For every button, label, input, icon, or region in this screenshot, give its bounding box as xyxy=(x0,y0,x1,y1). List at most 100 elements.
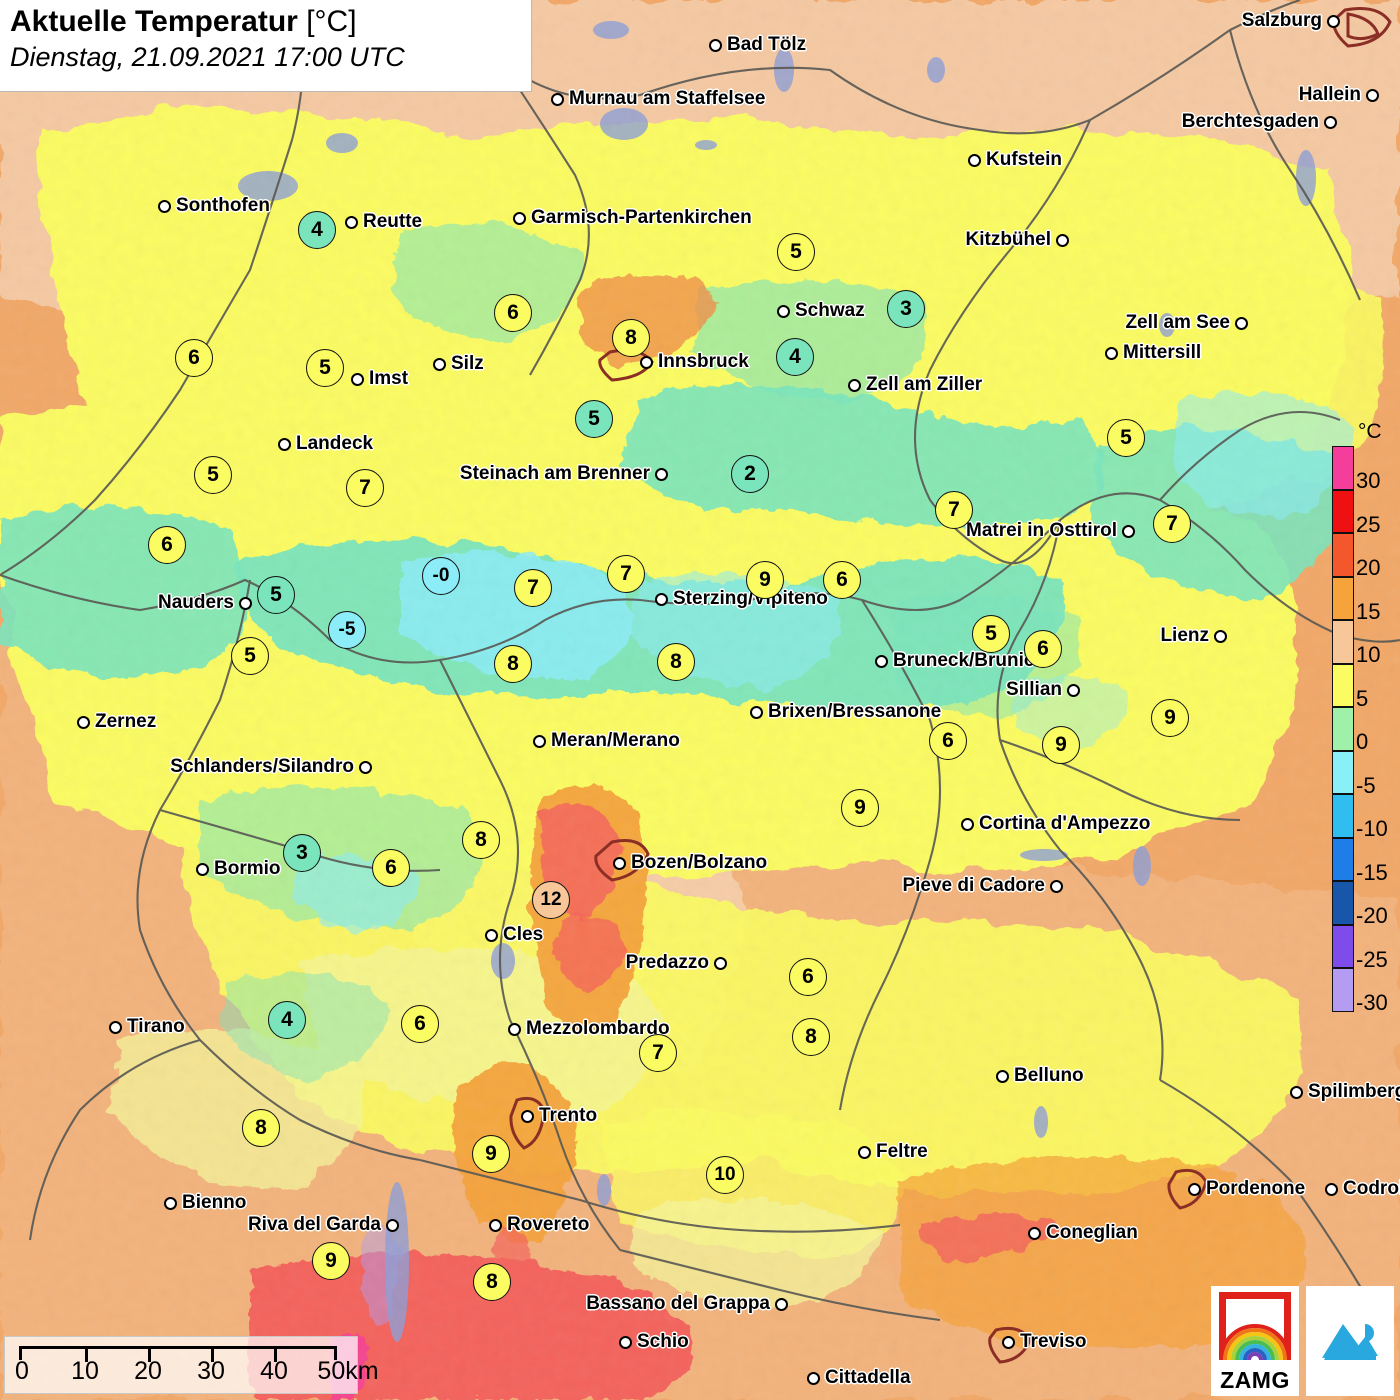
temperature-marker[interactable]: 4 xyxy=(298,211,336,249)
station-dot-icon xyxy=(807,1371,820,1385)
temperature-marker[interactable]: 6 xyxy=(1024,630,1062,668)
zamg-frame xyxy=(1219,1292,1291,1358)
temperature-marker[interactable]: 7 xyxy=(346,469,384,507)
temperature-marker[interactable]: 9 xyxy=(472,1135,510,1173)
temperature-marker[interactable]: 6 xyxy=(789,958,827,996)
temperature-marker[interactable]: 7 xyxy=(607,555,645,593)
temperature-marker[interactable]: 5 xyxy=(777,233,815,271)
temperature-marker[interactable]: 9 xyxy=(746,561,784,599)
rainbow-arc xyxy=(1247,1352,1263,1361)
temperature-marker[interactable]: 4 xyxy=(776,338,814,376)
temperature-marker[interactable]: 6 xyxy=(148,526,186,564)
city-label: Feltre xyxy=(858,1141,928,1163)
city-label: Bienno xyxy=(164,1192,246,1214)
city-name: Zernez xyxy=(95,711,157,732)
city-label: Mittersill xyxy=(1105,342,1201,364)
temperature-marker[interactable]: 7 xyxy=(1153,505,1191,543)
station-dot-icon xyxy=(351,372,364,386)
station-dot-icon xyxy=(1002,1335,1015,1349)
station-dot-icon xyxy=(239,596,252,610)
temperature-marker[interactable]: 8 xyxy=(462,821,500,859)
temperature-marker[interactable]: 8 xyxy=(242,1109,280,1147)
temperature-marker[interactable]: 9 xyxy=(841,789,879,827)
temperature-marker[interactable]: 6 xyxy=(175,339,213,377)
station-dot-icon xyxy=(750,705,763,719)
station-dot-icon xyxy=(775,1297,788,1311)
temperature-marker[interactable]: 8 xyxy=(612,319,650,357)
temperature-marker[interactable]: 6 xyxy=(401,1005,439,1043)
temperature-marker[interactable]: -5 xyxy=(328,611,366,649)
legend-value: 30 xyxy=(1356,468,1381,493)
temperature-marker[interactable]: 5 xyxy=(306,349,344,387)
temperature-marker[interactable]: 3 xyxy=(283,834,321,872)
legend-value: -15 xyxy=(1356,859,1388,885)
station-dot-icon xyxy=(508,1022,521,1036)
temperature-marker[interactable]: 5 xyxy=(972,615,1010,653)
temperature-marker[interactable]: 5 xyxy=(575,400,613,438)
temperature-marker[interactable]: 6 xyxy=(823,561,861,599)
temperature-marker[interactable]: 5 xyxy=(231,637,269,675)
temperature-marker[interactable]: 6 xyxy=(929,722,967,760)
station-dot-icon xyxy=(640,355,653,369)
city-label: Tirano xyxy=(109,1016,185,1038)
rainbow-arc xyxy=(1223,1328,1287,1361)
city-name: Sonthofen xyxy=(176,195,270,216)
city-name: Codroipo xyxy=(1343,1178,1400,1199)
legend-entry: -10 xyxy=(1332,794,1394,840)
temperature-marker[interactable]: 4 xyxy=(268,1001,306,1039)
city-label: Cortina d'Ampezzo xyxy=(961,813,1150,835)
temperature-marker[interactable]: 2 xyxy=(731,455,769,493)
scale-label: 40 xyxy=(260,1357,288,1385)
station-dot-icon xyxy=(1325,1182,1338,1196)
city-label: Spilimbergo xyxy=(1290,1081,1400,1103)
temperature-marker[interactable]: 8 xyxy=(792,1018,830,1056)
legend-swatch xyxy=(1332,968,1354,1012)
legend-swatch xyxy=(1332,489,1354,533)
temperature-marker[interactable]: 9 xyxy=(312,1242,350,1280)
station-dot-icon xyxy=(489,1218,502,1232)
temperature-marker[interactable]: 6 xyxy=(494,294,532,332)
station-dot-icon xyxy=(345,215,358,229)
city-name: Kitzbühel xyxy=(965,229,1052,250)
rainbow-arc xyxy=(1235,1340,1275,1361)
temperature-marker[interactable]: 12 xyxy=(532,881,570,919)
city-name: Predazzo xyxy=(625,952,709,973)
temperature-marker[interactable]: 5 xyxy=(257,576,295,614)
city-name: Cles xyxy=(503,924,544,945)
legend-value: 25 xyxy=(1356,511,1381,537)
temperature-marker[interactable]: -0 xyxy=(422,557,460,595)
station-dot-icon xyxy=(714,956,727,970)
city-label: Sterzing/Vipiteno xyxy=(655,588,828,610)
rainbow-arc xyxy=(1219,1324,1291,1361)
temperature-marker[interactable]: 5 xyxy=(194,456,232,494)
temperature-marker[interactable]: 3 xyxy=(887,290,925,328)
city-name: Bozen/Bolzano xyxy=(631,852,768,873)
station-dot-icon xyxy=(858,1145,871,1159)
color-legend: °C 30 25 20 15 10 5 0 -5 -10 -15 -20 -25 -30 xyxy=(1332,420,1394,1014)
temperature-marker[interactable]: 9 xyxy=(1151,699,1189,737)
temperature-marker[interactable]: 7 xyxy=(935,491,973,529)
temperature-marker[interactable]: 8 xyxy=(494,645,532,683)
temperature-marker[interactable]: 6 xyxy=(372,849,410,887)
temperature-marker[interactable]: 10 xyxy=(706,1156,744,1194)
legend-swatch xyxy=(1332,620,1354,664)
city-name: Bormio xyxy=(214,858,281,879)
city-label: Matrei in Osttirol xyxy=(966,520,1135,542)
temperature-marker[interactable]: 7 xyxy=(639,1034,677,1072)
city-name: Tirano xyxy=(127,1016,185,1037)
city-label: Rovereto xyxy=(489,1214,589,1236)
temperature-marker[interactable]: 7 xyxy=(514,569,552,607)
temperature-marker[interactable]: 5 xyxy=(1107,419,1145,457)
station-dot-icon xyxy=(613,856,626,870)
temperature-marker[interactable]: 9 xyxy=(1042,726,1080,764)
station-dot-icon xyxy=(158,199,171,213)
city-label: Garmisch-Partenkirchen xyxy=(513,207,752,229)
city-name: Lienz xyxy=(1160,625,1209,646)
city-name: Mezzolombardo xyxy=(526,1018,670,1039)
legend-entry: -20 xyxy=(1332,881,1394,927)
temperature-marker[interactable]: 8 xyxy=(473,1263,511,1301)
city-label: Sonthofen xyxy=(158,195,270,217)
temperature-marker[interactable]: 8 xyxy=(657,643,695,681)
city-label: Sillian xyxy=(1006,679,1080,701)
scale-tick xyxy=(148,1349,151,1362)
